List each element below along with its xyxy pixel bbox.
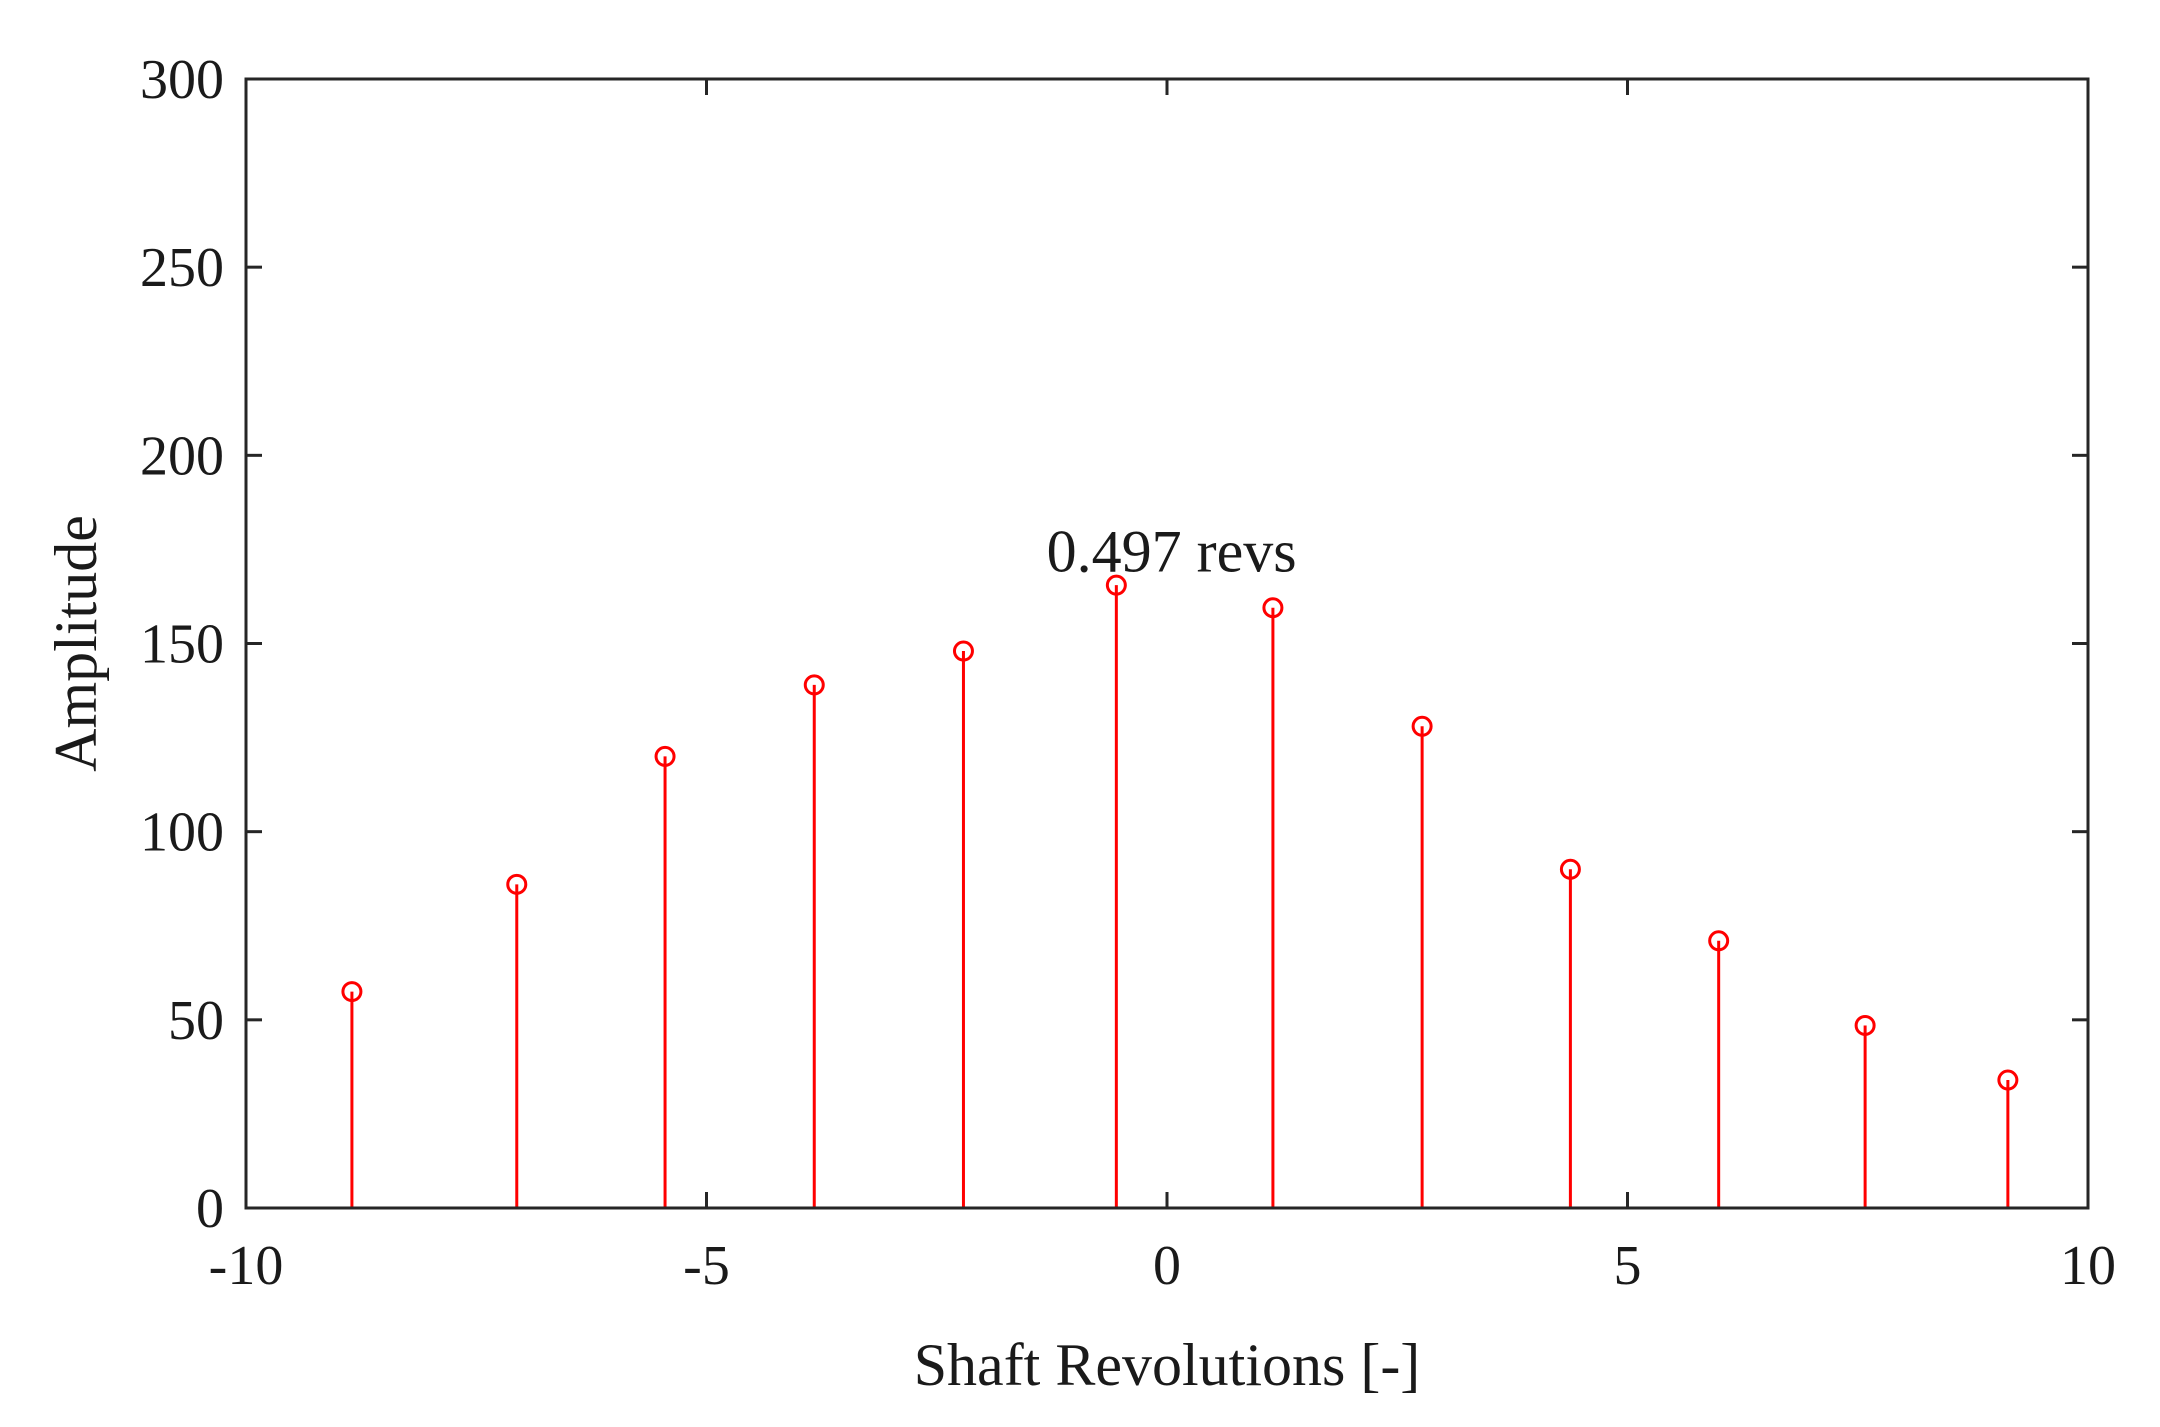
x-tick-label: 0 [1153, 1235, 1181, 1297]
x-tick-label: 5 [1614, 1235, 1642, 1297]
y-tick-label: 0 [196, 1178, 224, 1240]
x-tick-label: -5 [683, 1235, 730, 1297]
peak-annotation: 0.497 revs [1047, 518, 1297, 584]
stem-marker [1262, 597, 1284, 619]
stem-marker [1854, 1014, 1876, 1036]
annotations: 0.497 revs [1047, 518, 1297, 584]
y-tick-label: 50 [168, 990, 224, 1052]
x-tick-label: -10 [209, 1235, 284, 1297]
axes-frame [244, 77, 2090, 1210]
x-tick-label: 10 [2060, 1235, 2116, 1297]
stems-layer [341, 574, 2019, 1208]
stem-marker [1708, 930, 1730, 952]
stem-marker [654, 745, 676, 767]
stem-marker [1411, 715, 1433, 737]
stem-marker [1105, 574, 1127, 596]
stem-marker [506, 873, 528, 895]
x-axis-label: Shaft Revolutions [-] [914, 1332, 1421, 1398]
stem-marker [803, 674, 825, 696]
stem-marker [952, 640, 974, 662]
y-tick-label: 150 [140, 614, 224, 676]
y-tick-label: 100 [140, 802, 224, 864]
stem-marker [1559, 858, 1581, 880]
y-tick-label: 200 [140, 425, 224, 487]
stem-marker [1997, 1069, 2019, 1091]
stem-marker [341, 981, 363, 1003]
axis-ticks [244, 77, 2090, 1210]
y-axis-label: Amplitude [43, 515, 109, 772]
plot-border [244, 77, 2090, 1210]
y-tick-label: 250 [140, 237, 224, 299]
y-tick-label: 300 [140, 49, 224, 111]
